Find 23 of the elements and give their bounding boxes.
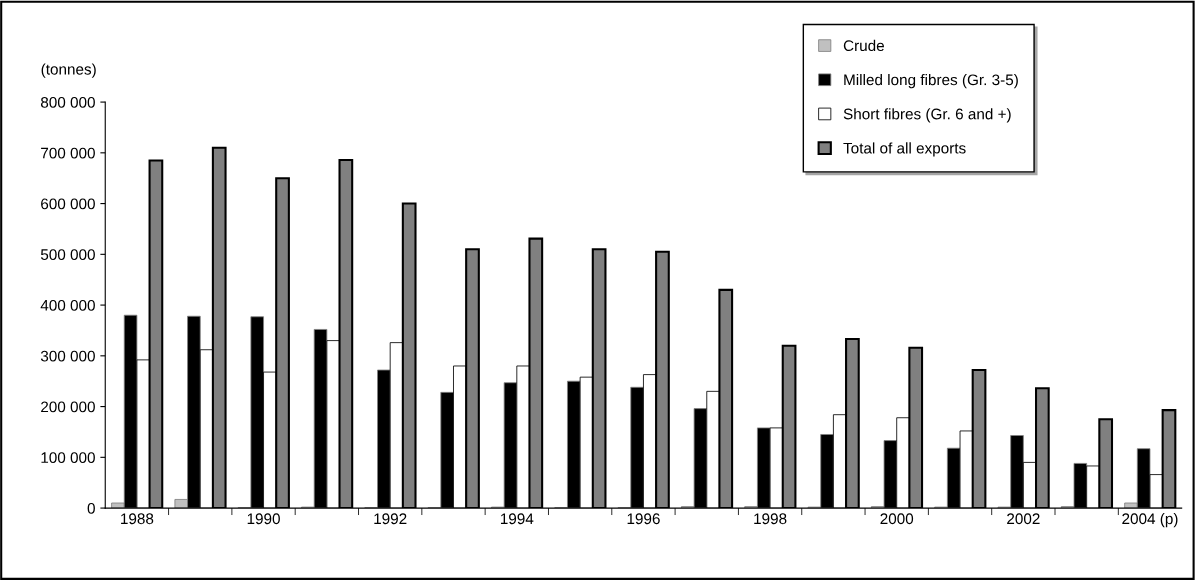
x-tick-label: 1992 <box>374 513 407 525</box>
legend-label: Milled long fibres (Gr. 3-5) <box>844 74 1018 89</box>
legend-label: Total of all exports <box>843 142 966 157</box>
x-tick-label: 1996 <box>627 513 660 525</box>
y-tick-label: 700 000 <box>41 147 95 159</box>
y-tick-label: 100 000 <box>41 452 95 464</box>
x-tick-label: 2000 <box>880 513 914 525</box>
y-tick-label: 500 000 <box>40 249 95 261</box>
y-tick-label: 0 <box>87 502 95 514</box>
legend-label: Crude <box>843 39 884 52</box>
y-tick-label: 400 000 <box>40 299 95 311</box>
y-tick-label: 300 000 <box>40 350 95 362</box>
x-tick-label: 1998 <box>754 513 787 525</box>
x-tick-label: 1994 <box>500 513 534 525</box>
legend-label: Short fibres (Gr. 6 and +) <box>843 108 1011 123</box>
x-tick-label: 2004 (p) <box>1122 512 1178 528</box>
x-tick-label: 1988 <box>121 513 154 525</box>
y-axis-title: (tonnes) <box>41 63 96 78</box>
x-tick-label: 2002 <box>1007 513 1040 525</box>
x-tick-label: 1990 <box>247 513 280 525</box>
y-tick-label: 600 000 <box>41 198 95 210</box>
y-tick-label: 200 000 <box>41 401 95 413</box>
y-tick-label: 800 000 <box>40 96 95 108</box>
